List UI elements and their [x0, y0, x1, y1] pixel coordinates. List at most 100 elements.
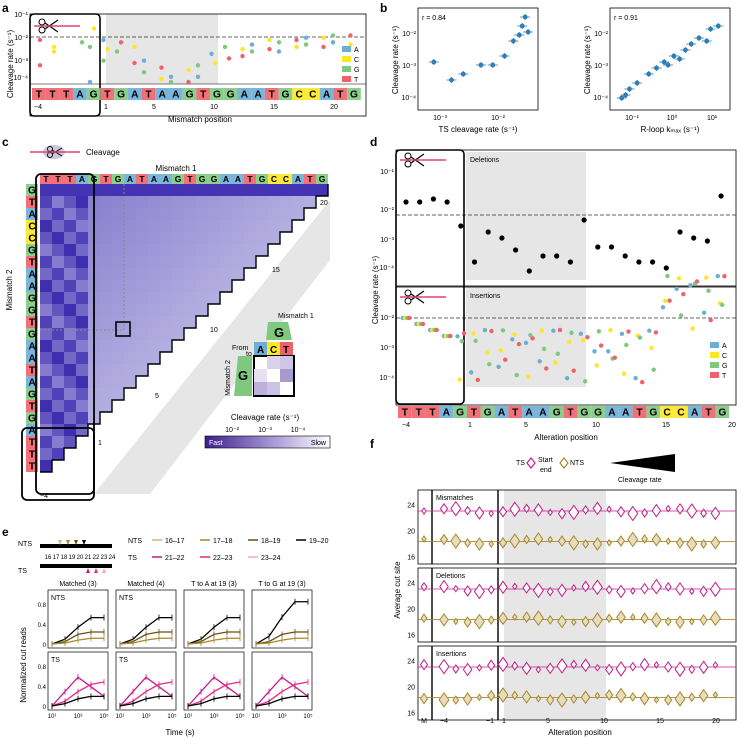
panel-c-pam-box — [35, 173, 95, 495]
base-cell — [591, 406, 605, 418]
base-cell — [26, 316, 38, 328]
heat-cell — [64, 328, 76, 340]
heat-cell — [160, 316, 172, 328]
heat-cell — [76, 184, 88, 196]
heat-cell — [112, 184, 124, 196]
base-letter: G — [28, 293, 36, 304]
nts-diamond — [605, 613, 613, 624]
insertion-point — [523, 340, 529, 346]
xtick: 10¹ — [252, 714, 261, 720]
heat-cell — [76, 244, 88, 256]
column-title: Matched (4) — [127, 581, 164, 588]
data-point — [715, 23, 721, 29]
nts-diamond — [582, 539, 590, 549]
base-letter: T — [307, 174, 313, 184]
ts-diamond — [476, 663, 483, 672]
ts-diamond — [419, 658, 429, 671]
heat-cell — [112, 280, 124, 292]
base-cell — [26, 412, 38, 424]
data-point — [510, 38, 516, 44]
base-cell — [278, 88, 293, 100]
heat-cell — [160, 304, 172, 316]
base-cell — [26, 400, 38, 412]
ts-diamond — [675, 502, 685, 515]
heat-cell — [280, 208, 292, 220]
f-xtick: −4 — [440, 718, 448, 725]
base-letter: A — [254, 89, 262, 100]
heat-cell — [136, 196, 148, 208]
position-label: 24 — [109, 555, 116, 561]
data-point — [348, 42, 353, 47]
subplot-strand: TS — [51, 657, 60, 664]
panel-a-points — [37, 26, 353, 98]
panel-f-subpanels: Mismatches 24 20 16 Deletions 24 20 16 Insertion… — [407, 489, 737, 721]
d-xtick: 10 — [592, 422, 600, 429]
deletion-point — [417, 199, 423, 205]
heat-cell — [52, 184, 64, 196]
colorbar-tick: 10⁻⁴ — [291, 427, 306, 434]
ts-diamond — [675, 582, 685, 596]
base-cell — [268, 174, 280, 184]
data-point — [276, 49, 282, 54]
inset-to: to — [246, 351, 252, 358]
nts-diamond — [664, 694, 673, 706]
panel-a-ytick: 10⁻⁴ — [14, 75, 29, 82]
panel-b1-ylabel: Cleavage rate (s⁻¹) — [391, 26, 400, 95]
base-letter: A — [28, 341, 36, 352]
heat-cell — [124, 268, 136, 280]
heat-cell — [40, 352, 52, 364]
insertion-point — [681, 291, 686, 297]
nts-diamond — [699, 614, 708, 626]
ytick: 0 — [43, 643, 47, 649]
position-label: 19 — [69, 555, 76, 561]
ts-diamond — [568, 504, 580, 521]
base-letter: T — [55, 174, 61, 184]
heat-cell — [100, 232, 112, 244]
ts-diamond — [605, 663, 614, 676]
heat-cell — [244, 244, 256, 256]
heat-cell — [220, 256, 232, 268]
heat-cell — [220, 196, 232, 208]
heat-cell — [124, 244, 136, 256]
base-cell — [494, 406, 509, 418]
deletion-point — [513, 247, 519, 253]
base-letter: T — [104, 89, 111, 100]
subpanel-frame — [417, 645, 737, 721]
heat-cell — [172, 184, 184, 196]
heat-cell — [112, 292, 124, 304]
base-letter: G — [580, 407, 588, 418]
base-letter: A — [691, 407, 699, 418]
base-letter: T — [567, 407, 574, 418]
heat-cell — [124, 208, 136, 220]
ytick: 0 — [43, 705, 47, 711]
nts-diamond — [615, 687, 627, 704]
heat-cell — [124, 232, 136, 244]
base-letter: T — [402, 407, 409, 418]
ts-diamond — [650, 578, 662, 595]
deletion-point — [554, 253, 560, 259]
base-letter: G — [594, 407, 602, 418]
heat-cell — [184, 208, 196, 220]
heat-cell — [52, 400, 64, 412]
insertion-point — [420, 321, 426, 327]
heat-cell — [172, 220, 184, 232]
legend-a: A — [354, 47, 359, 54]
panel-c-heatmap — [40, 184, 330, 494]
xtick: 10⁵ — [235, 713, 245, 720]
ts-diamond — [698, 660, 709, 675]
nts-diamond — [710, 535, 721, 550]
heat-cell — [208, 184, 220, 196]
nts-diamond — [497, 687, 509, 703]
base-cell — [26, 280, 38, 292]
heat-cell — [148, 268, 160, 280]
ts-diamond — [594, 663, 601, 672]
ts-diamond — [439, 579, 449, 594]
f-xtick: 5 — [546, 718, 550, 725]
inset-g-letter: G — [274, 325, 284, 340]
base-cell — [536, 406, 550, 418]
base-cell — [184, 174, 196, 184]
legend-t: T — [722, 373, 727, 380]
insertion-point — [626, 329, 631, 334]
ts-diamond — [686, 503, 698, 519]
ts-diamond — [498, 580, 508, 595]
